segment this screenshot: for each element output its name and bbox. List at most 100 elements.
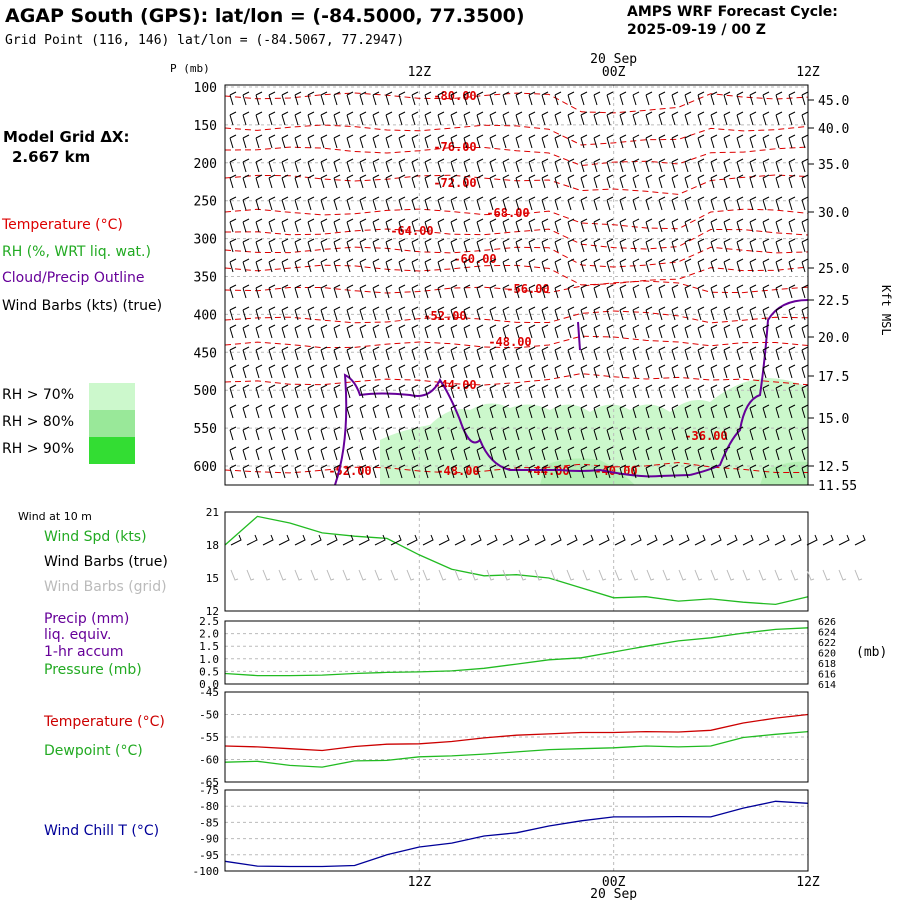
wind-barb (775, 174, 783, 189)
wind-barb (255, 284, 263, 299)
wind-barb (372, 324, 380, 339)
wind-barb (749, 446, 757, 461)
wind-barb (398, 258, 406, 273)
pressure-tick-label: 150 (194, 119, 217, 134)
wind-barb (710, 446, 718, 461)
x-tick-label-00z: 00Z (602, 875, 626, 890)
wind-barb (801, 384, 809, 399)
legend-temperature: Temperature (°C) (2, 217, 123, 233)
wind-barb-grid (854, 569, 863, 581)
x-tick-label-12z-end: 12Z (796, 875, 820, 890)
wind-barb (346, 238, 354, 253)
wind-barb-true (838, 534, 850, 546)
wind-barb (619, 346, 627, 361)
wind-barb (489, 404, 497, 419)
wind-barb (580, 196, 588, 211)
wind-barb (723, 306, 731, 321)
wind-barb (632, 306, 640, 321)
wind-barb (463, 91, 471, 106)
wind-barb (437, 324, 445, 339)
wind-barb (593, 446, 601, 461)
rh70-swatch (89, 383, 135, 410)
wind-barb (476, 306, 484, 321)
wind-barb (749, 91, 757, 106)
wind-barb (476, 196, 484, 211)
wind-barb (788, 111, 796, 126)
wind-barb (593, 346, 601, 361)
wind-barb-grid (630, 569, 639, 581)
wind-barb (281, 158, 289, 173)
wind-barb (775, 364, 783, 379)
wind-barb-grid (790, 569, 799, 581)
wind-barb (463, 158, 471, 173)
legend-rh90: RH > 90% (2, 441, 75, 457)
wind-barb (541, 284, 549, 299)
wind-barb (684, 364, 692, 379)
wind-barb (541, 218, 549, 233)
wind-barb (372, 464, 380, 479)
wind-barb (255, 384, 263, 399)
series-line-3 (224, 730, 809, 768)
wind-barb (476, 258, 484, 273)
wind-barb (645, 91, 653, 106)
wind-barb (632, 404, 640, 419)
wind-barb (242, 364, 250, 379)
wind-barb (320, 134, 328, 149)
wind-barb (242, 464, 250, 479)
wind-barb (775, 91, 783, 106)
legend-rh80: RH > 80% (2, 414, 75, 430)
wind-barb-grid (774, 569, 783, 581)
wind-barb (424, 446, 432, 461)
wind-barb (515, 446, 523, 461)
wind-barb (541, 91, 549, 106)
wind-barb (619, 158, 627, 173)
wind-barb (242, 426, 250, 441)
wind-barb (320, 446, 328, 461)
wind-barb (502, 258, 510, 273)
wind-barb-true (438, 534, 450, 546)
wind-barb (541, 346, 549, 361)
wind-barb (801, 158, 809, 173)
wind-barb (749, 218, 757, 233)
wind-barb (346, 196, 354, 211)
wind-barb (294, 174, 302, 189)
wind-barb (775, 284, 783, 299)
wind-barb (320, 384, 328, 399)
wind-barb-true (854, 534, 866, 546)
wind-barb (788, 134, 796, 149)
wind-barb (463, 384, 471, 399)
pressure-right-tick-label: 620 (818, 649, 836, 660)
wind-barb (736, 464, 744, 479)
wind-barb (788, 324, 796, 339)
wind-barb (593, 384, 601, 399)
wind-barb (645, 306, 653, 321)
wind-barb (606, 134, 614, 149)
wind-barb (385, 218, 393, 233)
wind-barb (515, 284, 523, 299)
temperature-contour (224, 92, 809, 114)
wind-barb (788, 284, 796, 299)
wind-barb-true (710, 534, 722, 546)
wind-barb (749, 384, 757, 399)
wind-barb (476, 91, 484, 106)
wind-barb (775, 158, 783, 173)
wind-barb (242, 134, 250, 149)
wind-barb (593, 158, 601, 173)
wind-barb (450, 284, 458, 299)
wind-barb (255, 134, 263, 149)
wind-barb (515, 91, 523, 106)
wind-barb (762, 196, 770, 211)
cycle-label: AMPS WRF Forecast Cycle: (627, 4, 838, 20)
wind-barb (346, 158, 354, 173)
wind-barb (268, 306, 276, 321)
wind-barb (489, 446, 497, 461)
wind-barb (333, 324, 341, 339)
wind-barb (229, 238, 237, 253)
wind-barb (515, 174, 523, 189)
wind-barb (242, 258, 250, 273)
wind-barb (424, 111, 432, 126)
wind-10m-label: Wind at 10 m (18, 510, 92, 523)
wind-barb (450, 111, 458, 126)
wind-barb (489, 324, 497, 339)
wind-barb (619, 364, 627, 379)
